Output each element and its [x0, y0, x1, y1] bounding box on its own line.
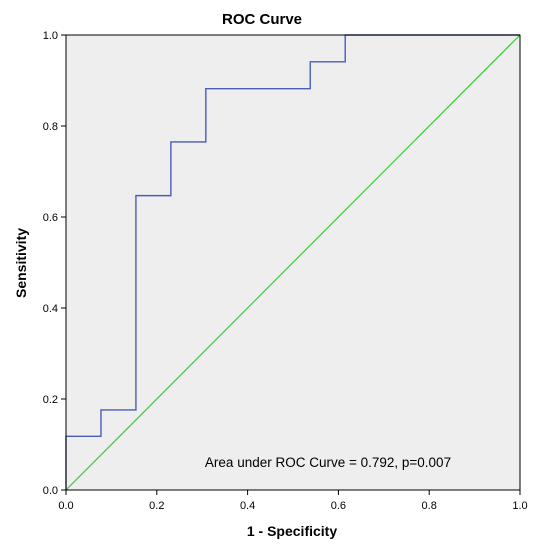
x-tick-label: 1.0	[512, 500, 527, 512]
plot-frame	[65, 34, 521, 491]
y-tick-label: 0.0	[43, 485, 58, 497]
roc-curve-line	[65, 34, 520, 490]
series-layer	[65, 34, 521, 491]
y-tick-label: 0.6	[43, 212, 58, 224]
y-axis-label: Sensitivity	[13, 228, 29, 298]
x-tick-label: 0.2	[149, 500, 164, 512]
x-tick-label: 0.4	[240, 500, 255, 512]
x-tick-label: 0.6	[331, 500, 346, 512]
ticks-layer: 0.0 0.2 0.4 0.6 0.8 1.0 0.0 0.2 0.4 0.6 0.8 1.0	[43, 30, 528, 512]
reference-diagonal-line	[65, 34, 521, 491]
chart-title: ROC Curve	[222, 11, 302, 28]
auc-annotation: Area under ROC Curve = 0.792, p=0.007	[205, 455, 451, 470]
y-tick-label: 0.4	[43, 303, 58, 315]
x-tick-label: 0.0	[58, 500, 73, 512]
x-tick-label: 0.8	[422, 500, 437, 512]
y-tick-label: 0.2	[43, 394, 58, 406]
y-tick-label: 1.0	[43, 30, 58, 42]
x-axis-label: 1 - Specificity	[247, 523, 337, 539]
y-tick-label: 0.8	[43, 121, 58, 133]
